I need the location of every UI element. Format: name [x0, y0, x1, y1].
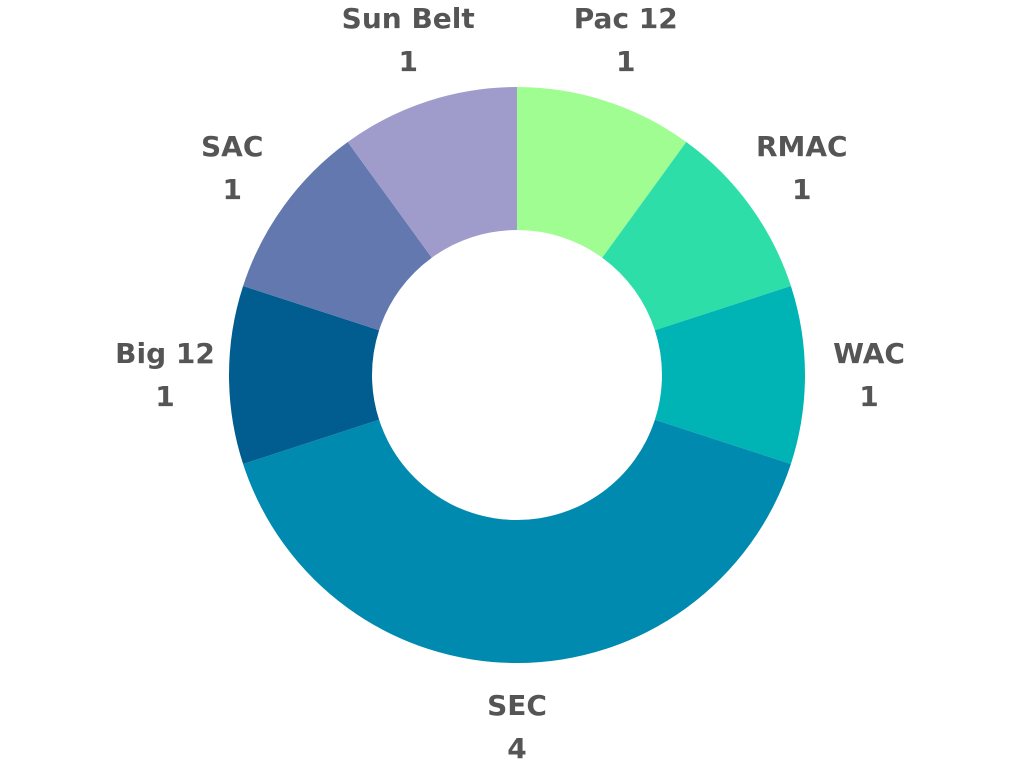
slice-label-big-12: Big 12 1	[115, 337, 215, 413]
slice-label-rmac: RMAC 1	[756, 130, 848, 206]
slice-label-value: 4	[507, 732, 526, 765]
slice-pac-12	[517, 87, 687, 258]
slice-label-value: 1	[398, 45, 417, 78]
slice-label-sec: SEC 4	[487, 689, 547, 765]
slice-label-value: 1	[616, 45, 635, 78]
slice-sac	[243, 142, 432, 331]
slice-rmac	[602, 142, 791, 331]
slice-label-name: WAC	[833, 337, 905, 370]
slice-label-name: Pac 12	[574, 2, 678, 35]
slice-label-value: 1	[792, 173, 811, 206]
slice-label-name: Big 12	[115, 337, 215, 370]
slice-wac	[654, 286, 806, 464]
slice-label-value: 1	[155, 380, 174, 413]
slice-label-value: 1	[859, 380, 878, 413]
donut-slices	[229, 87, 806, 664]
slice-label-name: SAC	[201, 130, 263, 163]
slice-big-12	[229, 286, 380, 464]
slice-label-pac-12: Pac 12 1	[574, 2, 678, 78]
slice-label-name: SEC	[487, 689, 547, 722]
slice-label-value: 1	[222, 173, 241, 206]
slice-labels: Pac 12 1 RMAC 1 WAC 1 SEC 4 Big 12 1 SAC 1 Sun Belt 1	[115, 2, 905, 765]
slice-label-name: RMAC	[756, 130, 848, 163]
slice-sun-belt	[347, 87, 517, 258]
slice-label-name: Sun Belt	[342, 2, 475, 35]
slice-label-sun-belt: Sun Belt 1	[342, 2, 475, 78]
slice-sec	[243, 419, 791, 664]
slice-label-wac: WAC 1	[833, 337, 905, 413]
slice-label-sac: SAC 1	[201, 130, 263, 206]
